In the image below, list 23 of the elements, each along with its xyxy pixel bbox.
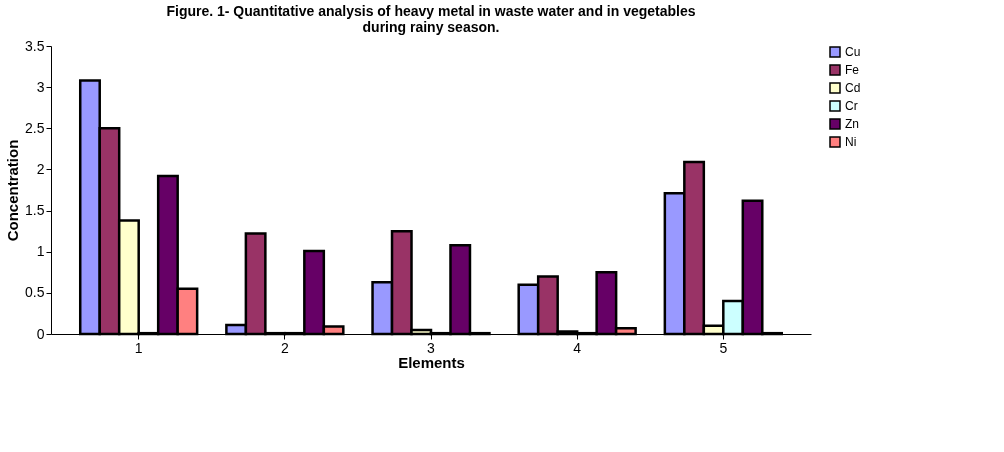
y-tick-label: 0.5 <box>25 284 45 301</box>
legend-label: Fe <box>845 63 860 77</box>
legend-label: Zn <box>845 117 860 131</box>
x-axis-title: Elements <box>398 353 465 371</box>
legend-label: Ni <box>845 135 857 149</box>
y-tick-label: 1 <box>36 243 45 260</box>
text: Figure. 1- Quantitative analysis of heavy metal in waste water and in vegetables <box>166 3 696 19</box>
y-tick-label: 0 <box>36 325 45 342</box>
x-tick-label: 5 <box>719 339 728 356</box>
y-tick-label: 2 <box>36 160 45 177</box>
y-axis-title: Concentration <box>4 139 22 242</box>
x-tick-label: 4 <box>573 339 582 356</box>
y-tick-label: 2.5 <box>25 119 45 136</box>
legend-label: Cr <box>845 99 858 113</box>
y-tick-label: 3 <box>36 78 45 95</box>
x-tick-label: 3 <box>427 339 436 356</box>
y-tick-label: 3.5 <box>25 37 45 54</box>
y-tick-label: 1.5 <box>25 202 45 219</box>
x-tick-label: 1 <box>134 339 143 356</box>
x-tick-label: 2 <box>280 339 289 356</box>
legend-label: Cd <box>845 81 861 95</box>
text: during rainy season. <box>362 19 500 35</box>
legend-label: Cu <box>845 45 861 59</box>
